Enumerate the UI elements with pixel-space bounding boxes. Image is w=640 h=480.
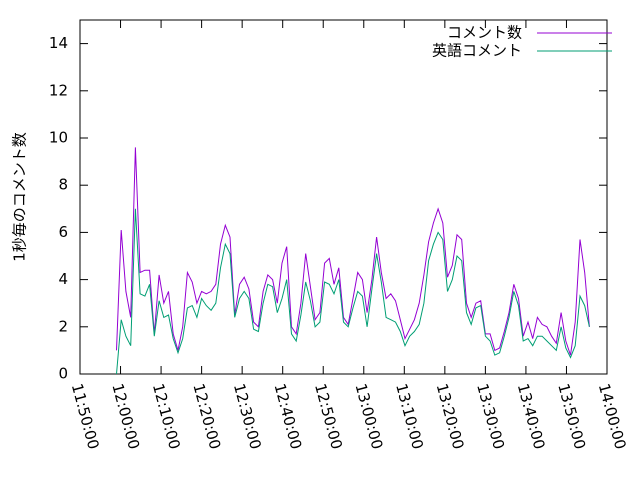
x-tick-label: 11:50:00	[68, 382, 103, 452]
y-tick-label: 4	[58, 270, 68, 288]
y-tick-label: 6	[58, 223, 68, 241]
y-tick-label: 12	[49, 81, 68, 99]
y-axis-label: 1秒毎のコメント数	[11, 132, 29, 262]
x-tick-label: 12:30:00	[230, 382, 265, 452]
x-tick-label: 13:20:00	[433, 382, 468, 452]
x-tick-label: 13:30:00	[473, 382, 508, 452]
legend-label: コメント数	[447, 24, 522, 42]
y-tick-label: 2	[58, 317, 68, 335]
x-tick-label: 12:50:00	[311, 382, 346, 452]
x-tick-label: 12:10:00	[149, 382, 184, 452]
x-tick-label: 12:00:00	[108, 382, 143, 452]
x-tick-label: 13:40:00	[514, 382, 549, 452]
y-tick-label: 8	[58, 176, 68, 194]
x-tick-label: 12:20:00	[189, 382, 224, 452]
plot-frame	[79, 19, 608, 375]
x-tick-label: 13:00:00	[352, 382, 387, 452]
x-tick-label: 13:10:00	[392, 382, 427, 452]
y-tick-label: 0	[58, 365, 68, 383]
y-tick-label: 14	[49, 34, 68, 52]
legend-label: 英語コメント	[432, 42, 522, 60]
series-line	[116, 208, 590, 375]
y-tick-label: 10	[49, 129, 68, 147]
x-tick-label: 14:00:00	[595, 382, 630, 452]
x-tick-label: 12:40:00	[270, 382, 305, 452]
series-line	[116, 147, 590, 356]
x-tick-label: 13:50:00	[554, 382, 589, 452]
